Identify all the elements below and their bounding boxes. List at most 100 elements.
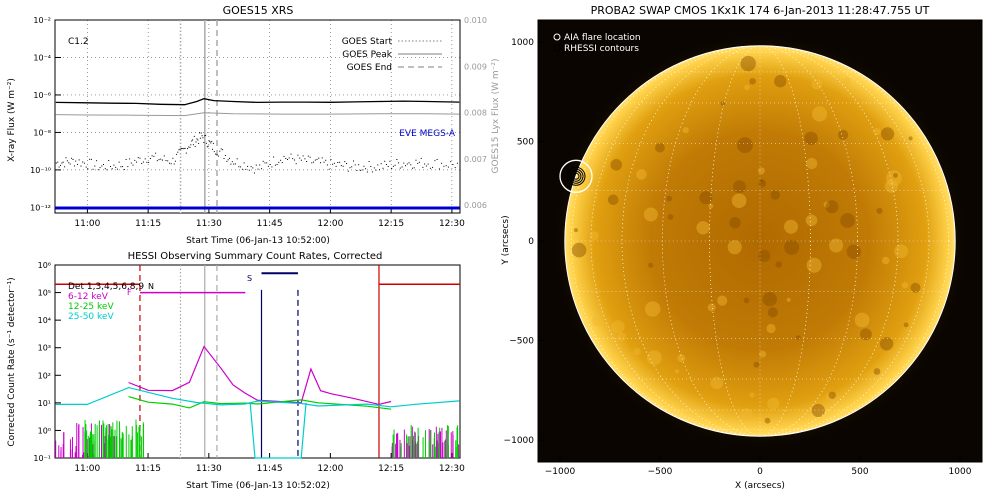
swap-solar-feature [786,297,791,302]
swap-solar-feature [825,200,839,214]
goes-series-point [141,163,143,164]
goes-series-point [209,141,211,143]
goes-x-axis-label: Start Time (06-Jan-13 10:52:00) [186,236,330,246]
goes-series-point [104,168,106,170]
goes-series-point [302,155,304,157]
goes-series-point [271,166,273,168]
goes-series-point [261,168,262,170]
goes-series-point [197,139,199,141]
swap-legend-label: RHESSI contours [564,44,639,54]
goes-series-point [113,164,115,166]
goes-series-point [389,160,391,162]
swap-solar-feature [729,217,741,229]
goes-series-point [241,168,243,170]
hessi-x-tick-label: 11:30 [196,464,222,474]
swap-solar-feature [740,55,756,72]
swap-solar-feature [829,238,844,253]
swap-solar-feature [884,179,899,193]
hessi-flag-n: N [148,282,154,291]
goes-y-tick-label: 10⁻⁴ [33,53,51,62]
goes-series-point [399,167,401,169]
swap-euv-image-panel: PROBA2 SWAP CMOS 1Kx1K 174 6-Jan-2013 11… [501,4,983,491]
swap-solar-feature [646,350,662,366]
goes-series-point [236,158,238,160]
goes-series-point [250,166,252,168]
swap-y-tick-label: 0 [528,237,534,247]
goes-series-point [297,154,299,156]
goes-series-point [193,135,195,137]
goes-series-point [247,165,249,167]
goes-series-point [61,162,63,164]
goes-series-point [406,163,408,165]
goes-series-point [233,163,235,165]
goes-series-point [438,168,440,170]
goes-event-markers [179,20,218,213]
hessi-x-axis-label: Start Time (06-Jan-13 10:52:02) [186,481,330,491]
goes-series-point [156,160,158,162]
goes-series-point [189,146,191,148]
hessi-y-axis-label: Corrected Count Rate (s⁻¹ detector⁻¹) [7,277,17,446]
goes-series-point [240,166,242,168]
swap-solar-feature [592,315,604,327]
goes-series-point [422,166,424,168]
goes-series-point [373,167,375,169]
goes-series-point [346,163,347,164]
goes-series-point [326,164,328,166]
hessi-y-tick-label: 10⁴ [38,316,51,325]
goes-series-point [375,169,377,171]
swap-solar-feature [758,249,771,263]
goes-series-point [132,164,134,166]
goes-legend-label: GOES Peak [342,50,392,60]
swap-solar-feature [610,159,622,171]
goes-series-point [452,164,454,165]
goes-series-point [299,157,301,159]
goes-y-axis-label: X-ray Flux (W m⁻²) [7,78,17,162]
goes-series-point [255,164,257,166]
hessi-x-tick-label: 12:15 [378,464,404,474]
goes-series-point [216,154,218,155]
goes-series-point [55,162,57,164]
goes-series-point [273,156,275,158]
goes-series-point [116,168,118,170]
aia-flare-location-circle [559,159,593,193]
goes-series-point [158,159,160,161]
goes-series-point [57,161,59,163]
goes-series-point [447,166,449,168]
swap-solar-feature [854,312,870,328]
hessi-y-tick-label: 10⁻¹ [33,454,51,463]
swap-legend-symbol [553,33,561,41]
goes-series-point [372,171,374,173]
hessi-series [55,345,460,459]
swap-solar-feature [758,179,767,188]
swap-y-tick-label: −500 [509,337,534,347]
hessi-series-line [55,386,460,408]
goes-series-point [99,167,101,169]
swap-solar-feature [708,203,714,209]
swap-solar-feature [611,320,625,334]
goes-series-point [231,161,233,163]
rhessi-contour [568,168,584,184]
goes-series-point [304,158,306,160]
goes-series-point [264,162,266,164]
hessi-y-tick-label: 10⁶ [38,261,51,270]
hessi-flag-s: S [247,274,252,283]
goes-series-point [342,165,344,167]
goes-series-point [192,139,194,141]
goes-series-point [208,140,210,142]
goes-series-point [365,168,367,170]
swap-solar-feature [825,392,834,401]
swap-solar-feature [633,348,641,356]
goes-series-point [184,147,186,149]
goes-series-point [429,167,431,169]
goes-series-point [394,164,396,166]
goes-series-point [89,158,91,160]
goes-series-point [392,165,394,167]
goes-series-point [432,166,434,168]
goes-series-point [398,162,400,164]
goes-series-point [424,163,426,165]
goes-x-tick-labels: 11:00 11:15 11:30 11:45 12:00 12:15 12:30 [74,208,465,229]
goes-series-point [134,159,136,161]
goes-x-tick-label: 11:15 [135,219,161,229]
goes-series-point [169,162,170,164]
